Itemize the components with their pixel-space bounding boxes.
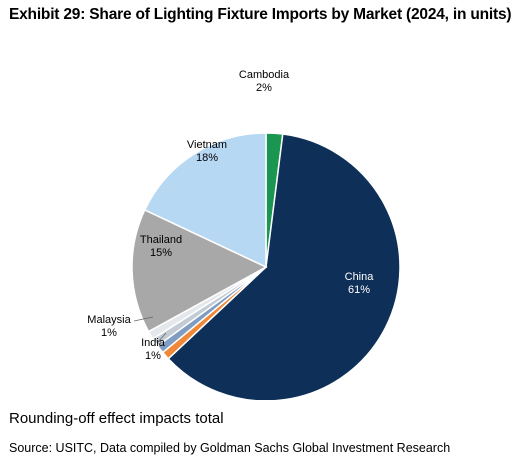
leader-line-india [157,332,167,343]
slice-label-thailand: Thailand 15% [140,234,182,259]
slice-value-vietnam: 18% [196,152,218,164]
slice-value-india: 1% [145,350,161,362]
slice-name-malaysia: Malaysia [87,314,131,326]
chart-title: Exhibit 29: Share of Lighting Fixture Im… [9,6,512,23]
slice-name-india: India [141,337,166,349]
slice-label-china: China 61% [345,271,375,296]
slice-label-vietnam: Vietnam 18% [187,139,227,164]
slice-value-thailand: 15% [150,247,172,259]
slice-name-china: China [345,271,375,283]
slice-name-cambodia: Cambodia [239,69,290,81]
slice-name-thailand: Thailand [140,234,182,246]
rounding-note: Rounding-off effect impacts total [9,410,224,427]
slice-name-vietnam: Vietnam [187,139,227,151]
leader-line-malaysia [133,316,154,322]
slice-label-india: India 1% [141,337,166,362]
source-note: Source: USITC, Data compiled by Goldman … [9,441,451,455]
pie-slice-china [167,133,401,402]
pie-chart: Cambodia 2% China 61% India 1% Malaysia 1% Thail… [0,40,529,402]
slice-value-china: 61% [348,284,370,296]
slice-label-cambodia: Cambodia 2% [239,69,290,94]
pie-slice-vietnam [143,132,267,269]
pie-slice-thailand [131,208,268,333]
slice-value-cambodia: 2% [256,82,272,94]
slice-label-malaysia: Malaysia 1% [87,314,131,339]
pie-chart-svg: Cambodia 2%China 61%India 1%Malaysia 1%Thail… [87,69,401,402]
slice-value-malaysia: 1% [101,327,117,339]
